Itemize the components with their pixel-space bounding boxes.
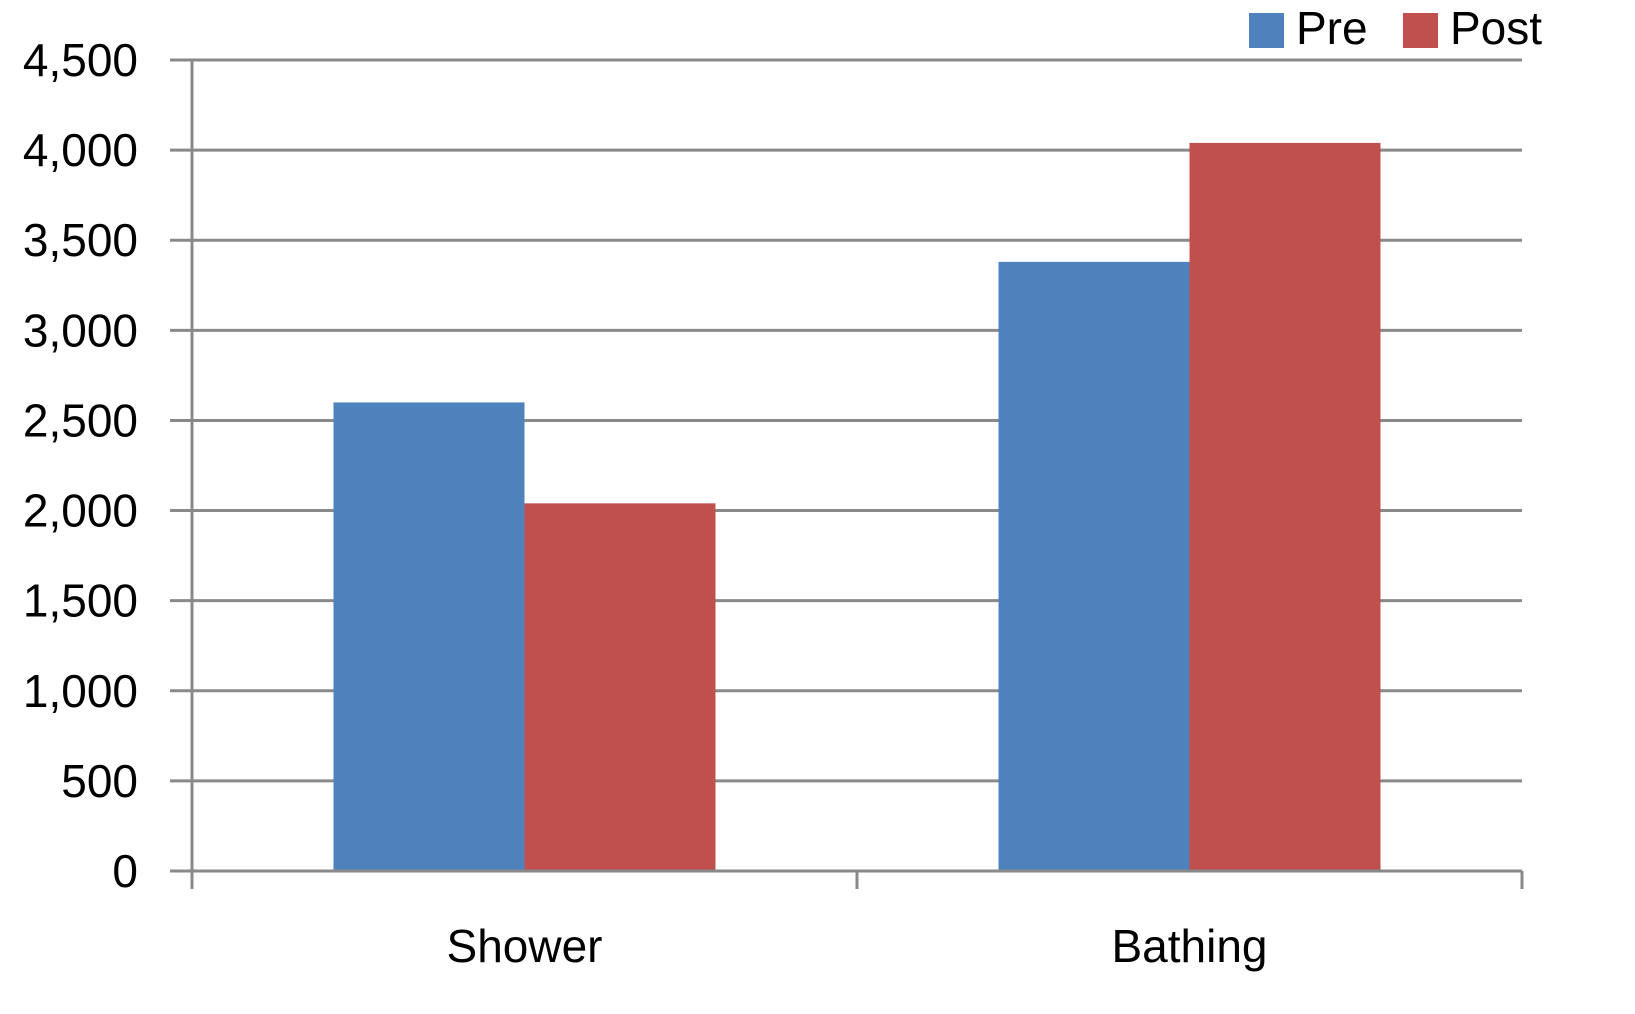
x-category-label: Bathing <box>1111 920 1267 972</box>
axes <box>170 58 1524 889</box>
y-tick-label: 4,500 <box>23 34 138 86</box>
bar-post-bathing <box>1189 142 1381 871</box>
y-tick-label: 3,000 <box>23 304 138 356</box>
y-tick-label: 500 <box>61 755 138 807</box>
legend-swatch-pre <box>1249 13 1284 48</box>
y-tick-label: 1,500 <box>23 575 138 627</box>
x-category-label: Shower <box>447 920 603 972</box>
y-tick-label: 3,500 <box>23 214 138 266</box>
y-tick-label: 2,500 <box>23 394 138 446</box>
legend-swatch-post <box>1403 13 1438 48</box>
legend-label-post: Post <box>1450 2 1542 54</box>
legend: Pre Post <box>1249 2 1542 54</box>
y-tick-label: 4,000 <box>23 124 138 176</box>
y-tick-label: 0 <box>112 845 138 897</box>
bar-pre-bathing <box>998 261 1190 871</box>
bars <box>333 142 1381 871</box>
y-tick-label: 2,000 <box>23 485 138 537</box>
y-axis-tick-labels: 0 500 1,000 1,500 2,000 2,500 3,000 3,500 4,000 4… <box>23 34 138 897</box>
legend-label-pre: Pre <box>1296 2 1368 54</box>
bar-post-shower <box>524 503 716 871</box>
y-tick-label: 1,000 <box>23 665 138 717</box>
bar-pre-shower <box>333 402 525 871</box>
x-axis-category-labels: Shower Bathing <box>447 920 1268 972</box>
